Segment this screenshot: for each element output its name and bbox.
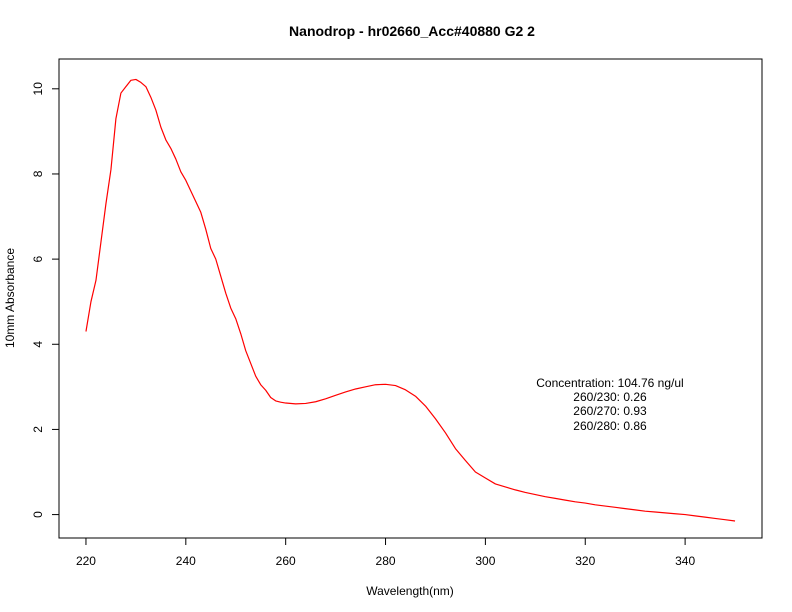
- y-tick-label: 4: [31, 341, 45, 348]
- absorbance-line: [85, 78, 736, 522]
- y-tick-label: 8: [31, 170, 45, 177]
- chart-title: Nanodrop - hr02660_Acc#40880 G2 2: [289, 23, 535, 39]
- annotation-concentration: Concentration: 104.76 ng/ul: [536, 376, 683, 390]
- plot-frame: [58, 58, 763, 539]
- annotation-block: Concentration: 104.76 ng/ul 260/230: 0.2…: [536, 376, 683, 433]
- x-tick-label: 240: [176, 554, 196, 568]
- series-group: [85, 78, 736, 522]
- x-tick-label: 300: [475, 554, 495, 568]
- x-tick-label: 260: [276, 554, 296, 568]
- x-tick-label: 320: [575, 554, 595, 568]
- y-axis: 0 2 4 6 8 10: [31, 82, 59, 518]
- y-tick-label: 6: [31, 255, 45, 262]
- y-tick-label: 2: [31, 426, 45, 433]
- y-tick-label: 10: [31, 82, 45, 96]
- annotation-260-230: 260/230: 0.26: [573, 390, 647, 404]
- x-tick-label: 220: [76, 554, 96, 568]
- x-tick-label: 280: [376, 554, 396, 568]
- y-axis-label: 10mm Absorbance: [3, 248, 17, 348]
- x-axis: 220 240 260 280 300 320 340: [76, 538, 695, 568]
- annotation-260-270: 260/270: 0.93: [573, 404, 647, 418]
- x-axis-label: Wavelength(nm): [366, 584, 454, 598]
- annotation-260-280: 260/280: 0.86: [573, 419, 647, 433]
- x-tick-label: 340: [675, 554, 695, 568]
- y-tick-label: 0: [31, 511, 45, 518]
